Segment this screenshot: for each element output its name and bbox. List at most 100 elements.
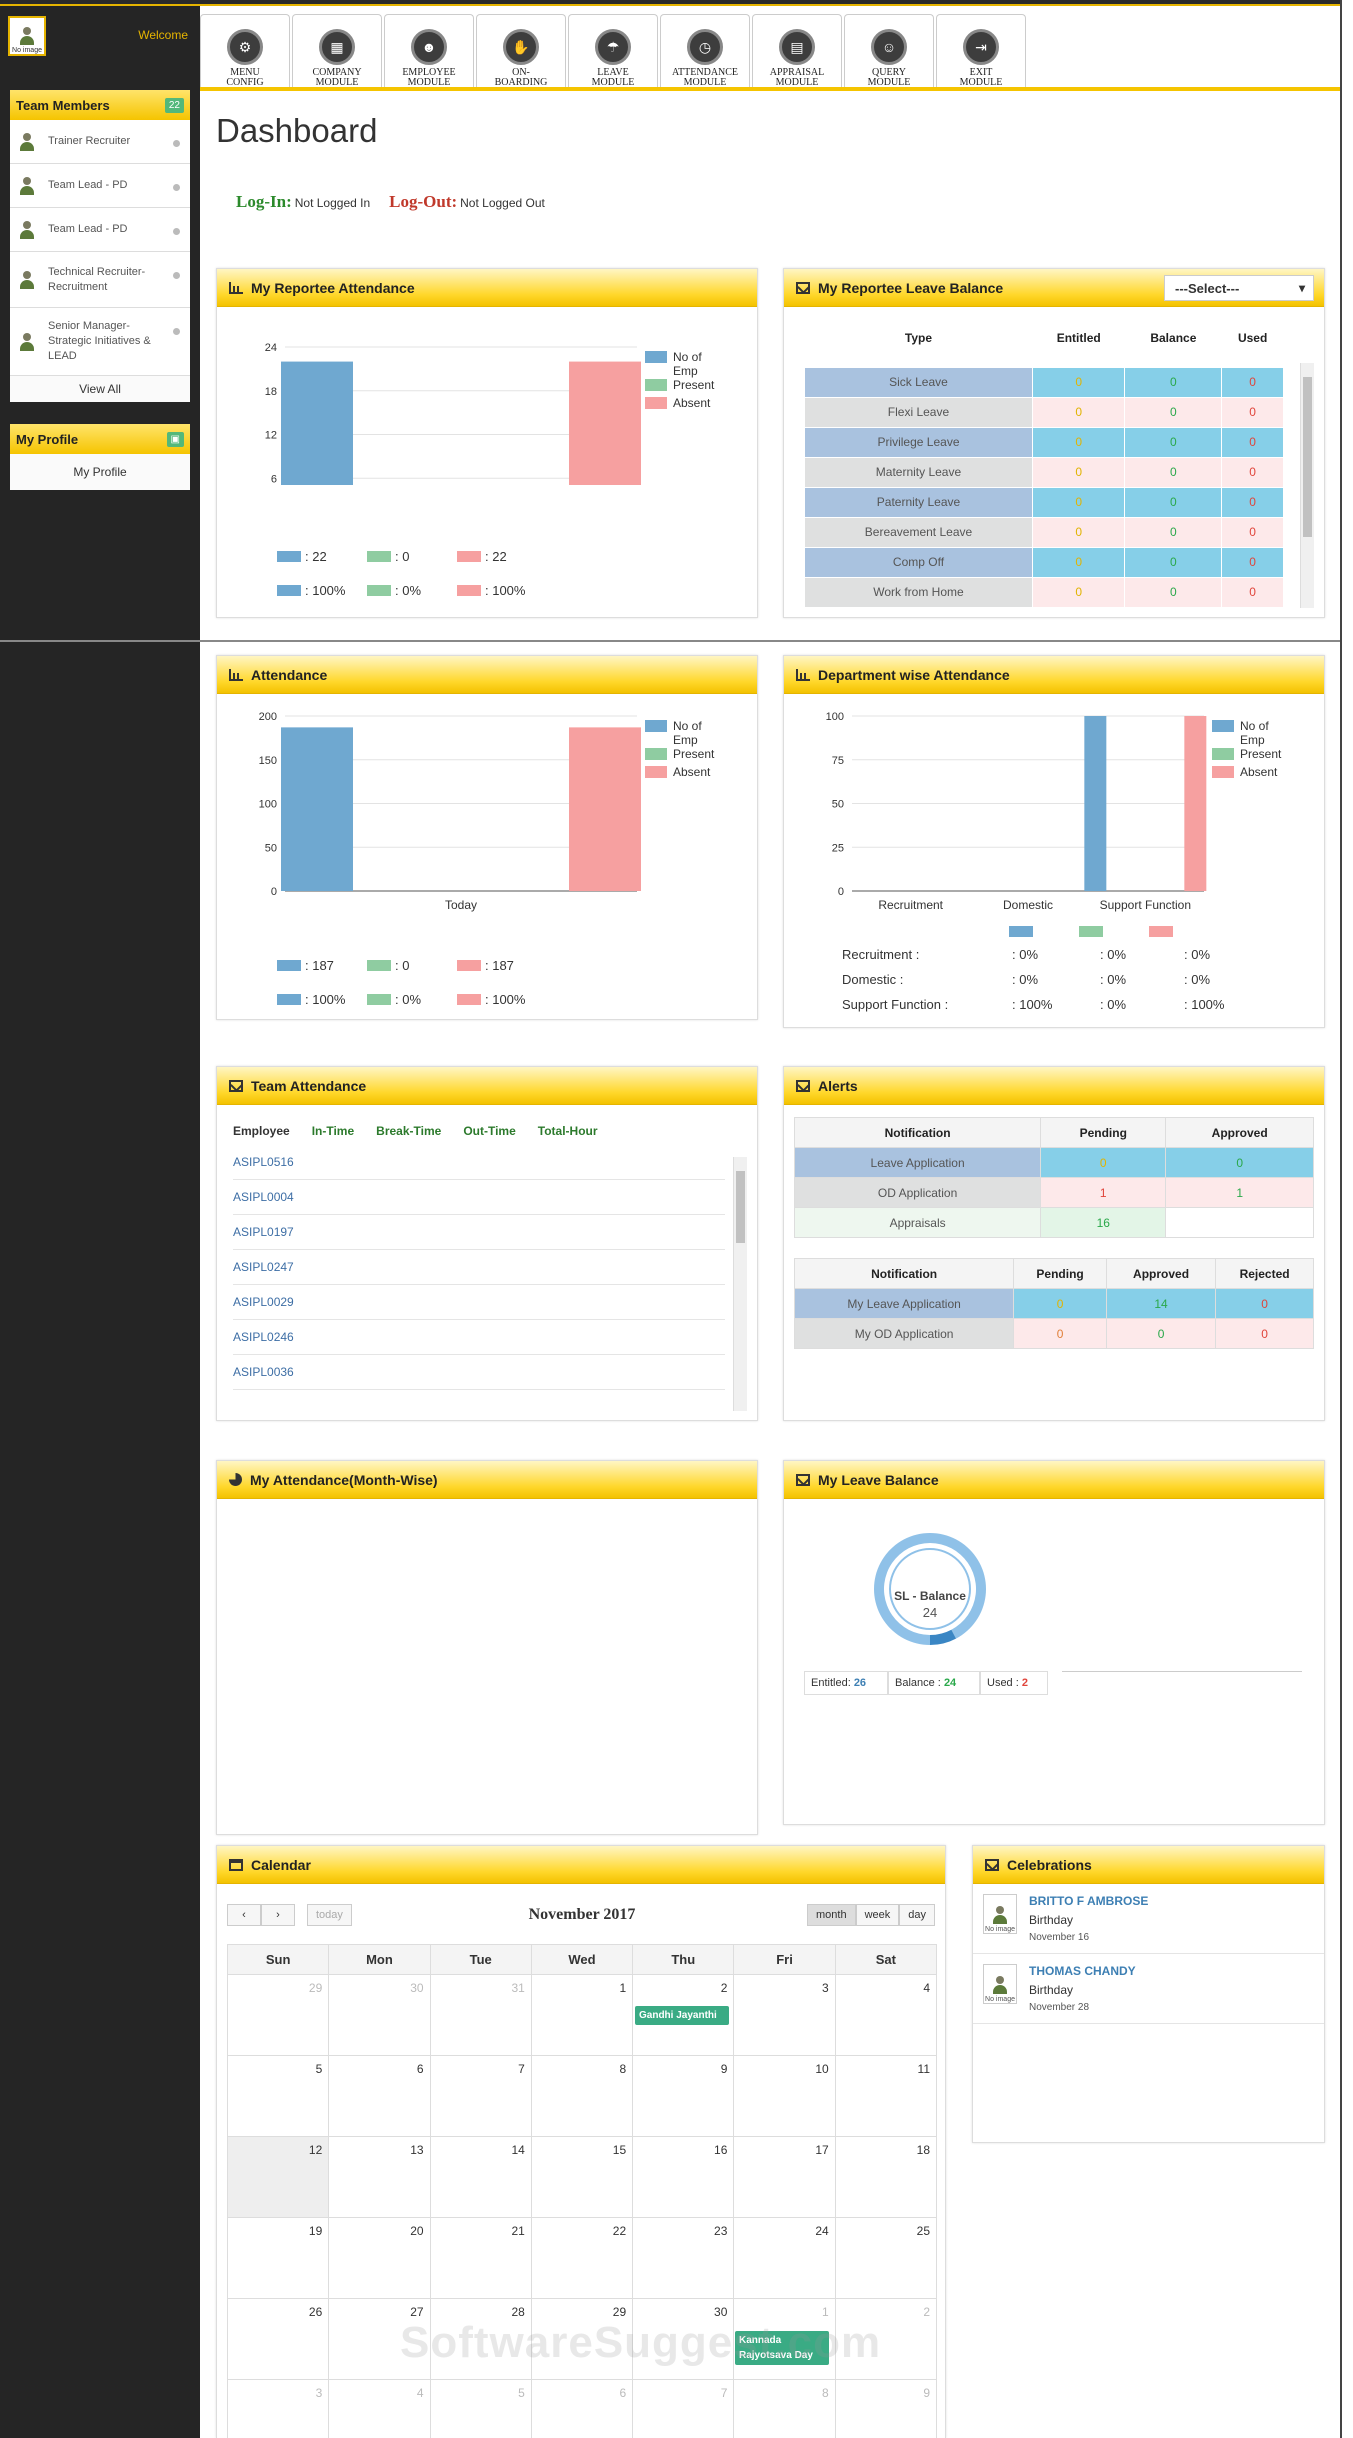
celebration-name[interactable]: BRITTO F AMBROSE bbox=[1029, 1894, 1149, 1908]
table-row[interactable]: My OD Application 0 0 0 bbox=[793, 1318, 1314, 1349]
calendar-day[interactable]: 10 bbox=[733, 2055, 836, 2137]
calendar-day[interactable]: 21 bbox=[429, 2217, 532, 2299]
calendar-day[interactable]: 6 bbox=[530, 2379, 634, 2438]
celebration-item[interactable]: No image THOMAS CHANDY Birthday November 28 bbox=[973, 1954, 1324, 2024]
next-month-button[interactable]: › bbox=[261, 1904, 295, 1926]
calendar-event[interactable]: Gandhi Jayanthi bbox=[635, 2006, 729, 2025]
calendar-day[interactable]: 1 bbox=[530, 1974, 634, 2056]
calendar-event[interactable]: Kannada Rajyotsava Day bbox=[735, 2331, 829, 2365]
my-profile-header[interactable]: My Profile ▣ bbox=[10, 424, 190, 454]
calendar-day[interactable]: 25 bbox=[834, 2217, 938, 2299]
bar-absent[interactable] bbox=[569, 727, 641, 891]
view-all-link[interactable]: View All bbox=[10, 376, 190, 402]
calendar-day[interactable]: 3 bbox=[226, 2379, 330, 2438]
calendar-day[interactable]: 18 bbox=[834, 2136, 938, 2218]
calendar-day[interactable]: 29 bbox=[226, 1974, 330, 2056]
calendar-day[interactable]: 4 bbox=[834, 1974, 938, 2056]
celebration-item[interactable]: No image BRITTO F AMBROSE Birthday November… bbox=[973, 1884, 1324, 1954]
calendar-day[interactable]: 27 bbox=[328, 2298, 431, 2380]
team-attendance-scrollbar[interactable] bbox=[733, 1157, 747, 1411]
team-member-item[interactable]: Technical Recruiter-Recruitment bbox=[10, 252, 190, 308]
bar-no-of-emp[interactable] bbox=[281, 361, 353, 522]
table-row[interactable]: OD Application 1 1 bbox=[793, 1177, 1314, 1208]
calendar-day[interactable]: 9 bbox=[834, 2379, 938, 2438]
calendar-day[interactable]: 29 bbox=[530, 2298, 634, 2380]
table-row[interactable]: Maternity Leave 0 0 0 bbox=[804, 456, 1284, 488]
team-member-item[interactable]: Trainer Recruiter bbox=[10, 120, 190, 164]
bar-absent[interactable] bbox=[1184, 716, 1207, 891]
calendar-day[interactable]: 9 bbox=[632, 2055, 735, 2137]
table-row[interactable]: ASIPL0036 bbox=[233, 1355, 725, 1390]
calendar-day[interactable]: 23 bbox=[632, 2217, 735, 2299]
team-member-item[interactable]: Senior Manager-Strategic Initiatives & L… bbox=[10, 308, 190, 376]
calendar-day[interactable]: 14 bbox=[429, 2136, 532, 2218]
nav-tab-leave[interactable]: ☂ LEAVE MODULE bbox=[568, 14, 658, 89]
calendar-day[interactable]: 26 bbox=[226, 2298, 330, 2380]
summary-cell: : 22 bbox=[277, 549, 367, 564]
calendar-day[interactable]: 4 bbox=[328, 2379, 431, 2438]
nav-tab-employee[interactable]: ☻ EMPLOYEE MODULE bbox=[384, 14, 474, 89]
team-member-item[interactable]: Team Lead - PD bbox=[10, 208, 190, 252]
calendar-day[interactable]: 11 bbox=[834, 2055, 938, 2137]
nav-tab-company[interactable]: ▦ COMPANY MODULE bbox=[292, 14, 382, 89]
calendar-day[interactable]: 6 bbox=[328, 2055, 431, 2137]
view-week-button[interactable]: week bbox=[855, 1904, 900, 1926]
calendar-day[interactable]: 19 bbox=[226, 2217, 330, 2299]
leave-table-scrollbar[interactable] bbox=[1300, 363, 1314, 608]
table-row[interactable]: Flexi Leave 0 0 0 bbox=[804, 396, 1284, 428]
nav-tab-exit[interactable]: ⇥ EXIT MODULE bbox=[936, 14, 1026, 89]
team-members-header[interactable]: Team Members 22 bbox=[10, 90, 190, 120]
calendar-day[interactable]: 8 bbox=[733, 2379, 836, 2438]
table-row[interactable]: Leave Application 0 0 bbox=[793, 1147, 1314, 1178]
calendar-day[interactable]: 15 bbox=[530, 2136, 634, 2218]
bar-no-of-emp[interactable] bbox=[281, 727, 353, 891]
calendar-day[interactable]: 22 bbox=[530, 2217, 634, 2299]
calendar-day[interactable]: 12 bbox=[226, 2136, 330, 2218]
table-row[interactable]: Comp Off 0 0 0 bbox=[804, 546, 1284, 578]
table-row[interactable]: ASIPL0052 bbox=[233, 1390, 725, 1399]
nav-tab-appraisal[interactable]: ▤ APPRAISAL MODULE bbox=[752, 14, 842, 89]
celebration-name[interactable]: THOMAS CHANDY bbox=[1029, 1964, 1136, 1978]
calendar-day[interactable]: 8 bbox=[530, 2055, 634, 2137]
calendar-day[interactable]: 20 bbox=[328, 2217, 431, 2299]
calendar-day[interactable]: 3 bbox=[733, 1974, 836, 2056]
table-row[interactable]: ASIPL0246 bbox=[233, 1320, 725, 1355]
table-row[interactable]: Paternity Leave 0 0 0 bbox=[804, 486, 1284, 518]
calendar-day[interactable]: 7 bbox=[429, 2055, 532, 2137]
donut-slice-used[interactable] bbox=[930, 1629, 957, 1645]
today-button[interactable]: today bbox=[307, 1904, 352, 1926]
my-profile-link[interactable]: My Profile bbox=[10, 454, 190, 490]
calendar-day[interactable]: 7 bbox=[632, 2379, 735, 2438]
table-row[interactable]: Appraisals 16 bbox=[793, 1207, 1314, 1238]
table-row[interactable]: ASIPL0004 bbox=[233, 1180, 725, 1215]
view-day-button[interactable]: day bbox=[899, 1904, 935, 1926]
nav-tab-query[interactable]: ☺ QUERY MODULE bbox=[844, 14, 934, 89]
reportee-select[interactable]: ---Select--- bbox=[1164, 275, 1314, 301]
team-member-item[interactable]: Team Lead - PD bbox=[10, 164, 190, 208]
table-row[interactable]: ASIPL0029 bbox=[233, 1285, 725, 1320]
calendar-day[interactable]: 31 bbox=[429, 1974, 532, 2056]
table-row[interactable]: Privilege Leave 0 0 0 bbox=[804, 426, 1284, 458]
table-row[interactable]: ASIPL0197 bbox=[233, 1215, 725, 1250]
bar-no-of-emp[interactable] bbox=[1084, 716, 1107, 891]
calendar-day[interactable]: 16 bbox=[632, 2136, 735, 2218]
table-row[interactable]: Bereavement Leave 0 0 0 bbox=[804, 516, 1284, 548]
calendar-day[interactable]: 5 bbox=[226, 2055, 330, 2137]
nav-tab-on[interactable]: ✋ ON- BOARDING bbox=[476, 14, 566, 89]
calendar-day[interactable]: 17 bbox=[733, 2136, 836, 2218]
calendar-day[interactable]: 13 bbox=[328, 2136, 431, 2218]
view-month-button[interactable]: month bbox=[806, 1904, 856, 1926]
table-row[interactable]: ASIPL0247 bbox=[233, 1250, 725, 1285]
calendar-day[interactable]: 5 bbox=[429, 2379, 532, 2438]
table-row[interactable]: Sick Leave 0 0 0 bbox=[804, 366, 1284, 398]
calendar-day[interactable]: 24 bbox=[733, 2217, 836, 2299]
nav-tab-attendance[interactable]: ◷ ATTENDANCE MODULE bbox=[660, 14, 750, 89]
table-row[interactable]: Work from Home 0 0 0 bbox=[804, 576, 1284, 608]
nav-tab-menu[interactable]: ⚙ MENU CONFIG bbox=[200, 14, 290, 89]
bar-absent[interactable] bbox=[569, 361, 641, 522]
table-row[interactable]: ASIPL0516 bbox=[233, 1145, 725, 1180]
prev-month-button[interactable]: ‹ bbox=[227, 1904, 261, 1926]
table-row[interactable]: My Leave Application 0 14 0 bbox=[793, 1288, 1314, 1319]
calendar-day[interactable]: 30 bbox=[328, 1974, 431, 2056]
user-avatar[interactable]: No image bbox=[8, 16, 46, 56]
